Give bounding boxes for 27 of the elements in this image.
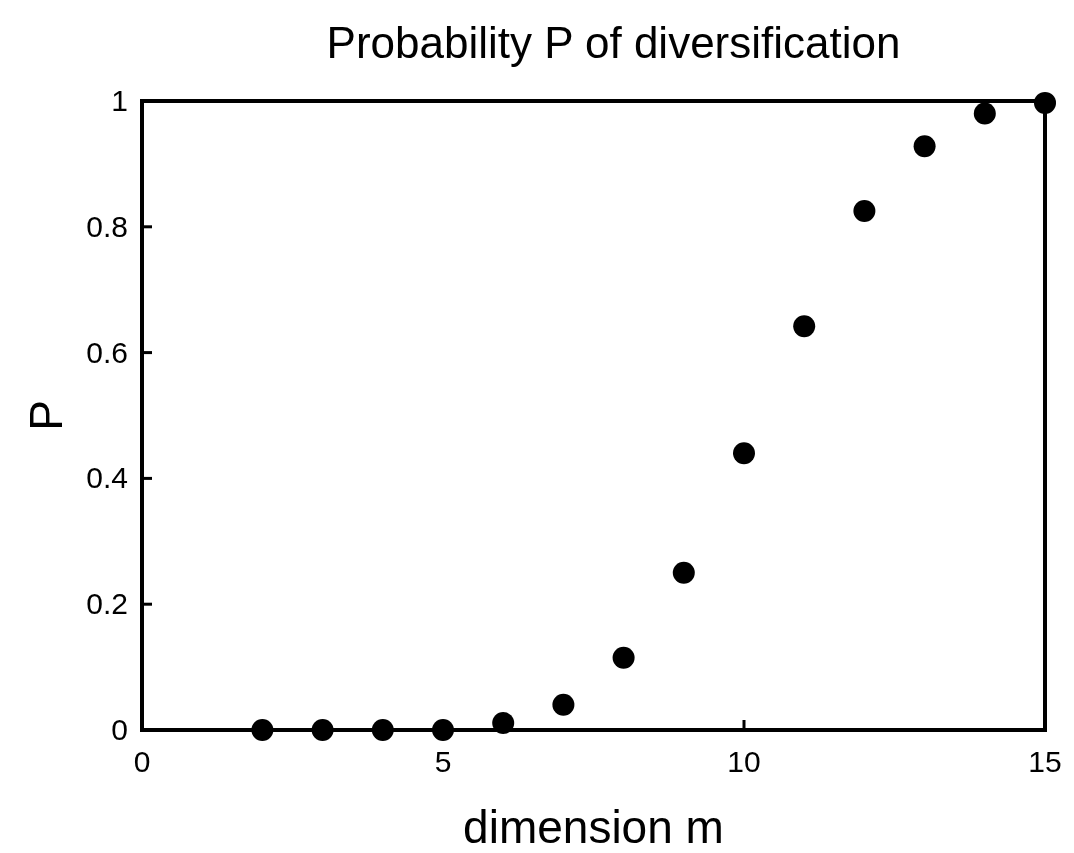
point (492, 712, 515, 735)
x-tick-label: 0 (133, 745, 151, 778)
point (853, 200, 876, 223)
y-tick-label: 0.6 (86, 335, 128, 369)
point (612, 646, 635, 669)
y-tick-label: 0.2 (86, 587, 128, 621)
y-tick-label: 0 (111, 713, 128, 746)
x-axis-title: dimension m (463, 801, 724, 853)
y-axis-title: P (20, 400, 72, 431)
point (552, 693, 575, 716)
y-tick-label: 0.4 (86, 461, 128, 495)
point (913, 135, 936, 158)
chart-title: Probability P of diversification (326, 18, 901, 67)
point (733, 442, 755, 465)
point (432, 719, 454, 741)
x-tick-label: 10 (727, 745, 761, 778)
point (371, 719, 394, 741)
point (311, 719, 334, 741)
point (793, 315, 816, 338)
point (672, 561, 695, 584)
point (1034, 91, 1056, 114)
y-tick-label: 1 (111, 84, 128, 117)
point (251, 719, 274, 741)
x-tick-label: 15 (1028, 745, 1062, 778)
x-tick-label: 5 (434, 745, 452, 778)
point (973, 102, 996, 125)
y-tick-label: 0.8 (86, 209, 128, 243)
